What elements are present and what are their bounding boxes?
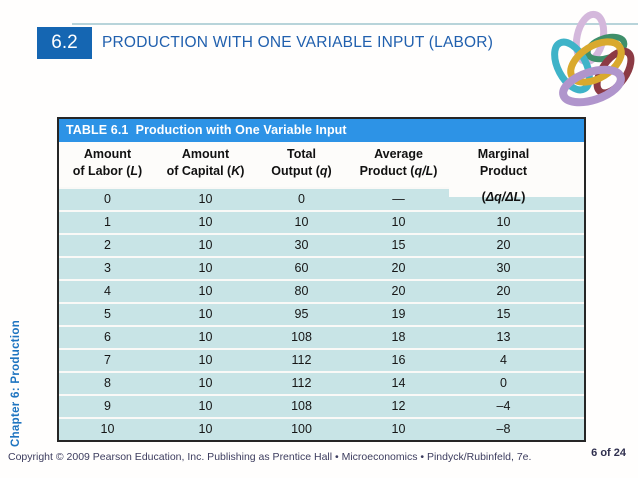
table-cell: 4 [59,279,156,302]
table-cell: 112 [255,348,348,371]
table-cell: 7 [59,348,156,371]
table-cell: — [348,187,449,210]
table-cell: 10 [156,371,255,394]
table-cell: 10 [156,210,255,233]
chapter-sidebar-label: Chapter 6: Production [10,319,22,447]
knot-rings-logo-icon [551,10,635,107]
table-cell: 14 [348,371,449,394]
production-table: TABLE 6.1 Production with One Variable I… [57,117,586,442]
table-cell: 0 [255,187,348,210]
col-header-labor: Amount of Labor (L) [59,142,156,187]
table-cell: 10 [156,302,255,325]
table-cell: 8 [59,371,156,394]
page-indicator: 6 of 24 [591,447,626,459]
table-cell: 0 [59,187,156,210]
table-cell: 20 [348,279,449,302]
col-header-capital: Amount of Capital (K) [156,142,255,187]
table-cell: 20 [348,256,449,279]
table-caption: TABLE 6.1 Production with One Variable I… [59,119,584,142]
slide-title: PRODUCTION WITH ONE VARIABLE INPUT (LABO… [102,34,494,51]
table-cell: 9 [59,394,156,417]
col-header-marginal-product: Marginal Product (Δq/ΔL) [449,142,584,209]
table-cell: 20 [449,233,584,256]
copyright-text: Copyright © 2009 Pearson Education, Inc.… [8,451,532,463]
table-cell: 10 [156,348,255,371]
table-cell: 12 [348,394,449,417]
col-header-total-output: Total Output (q) [255,142,348,187]
table-cell: 18 [348,325,449,348]
table-cell: 10 [449,210,584,233]
section-number: 6.2 [51,32,78,53]
table-cell: 10 [156,394,255,417]
table-cell: 10 [156,256,255,279]
table-cell: 15 [449,302,584,325]
table-cell: 95 [255,302,348,325]
table-cell: –4 [449,394,584,417]
table-cell: 108 [255,325,348,348]
table-cell: 30 [449,256,584,279]
table-cell: 10 [348,417,449,440]
table-cell: 108 [255,394,348,417]
table-cell: 10 [156,417,255,440]
table-cell: 60 [255,256,348,279]
table-cell: –8 [449,417,584,440]
table-cell: 1 [59,210,156,233]
table-cell: 10 [156,187,255,210]
table-cell: 10 [348,210,449,233]
table-cell: 30 [255,233,348,256]
table-cell: 10 [255,210,348,233]
header-divider-line [72,23,638,25]
table-cell: 15 [348,233,449,256]
col-header-average-product: Average Product (q/L) [348,142,449,187]
table-cell: 112 [255,371,348,394]
table-cell: 5 [59,302,156,325]
table-cell: 16 [348,348,449,371]
table-cell: 100 [255,417,348,440]
table-grid: Amount of Labor (L) Amount of Capital (K… [59,142,584,440]
table-cell: 10 [156,233,255,256]
table-cell: 6 [59,325,156,348]
table-cell: 2 [59,233,156,256]
table-cell: 10 [156,325,255,348]
table-cell: 20 [449,279,584,302]
table-cell: 10 [59,417,156,440]
table-cell: 19 [348,302,449,325]
col-header-marginal-formula: (Δq/ΔL) [449,187,584,209]
table-cell: 4 [449,348,584,371]
table-cell: 80 [255,279,348,302]
table-cell: 3 [59,256,156,279]
table-cell: 0 [449,371,584,394]
table-cell: 10 [156,279,255,302]
table-cell: 13 [449,325,584,348]
section-number-badge: 6.2 [37,27,92,59]
